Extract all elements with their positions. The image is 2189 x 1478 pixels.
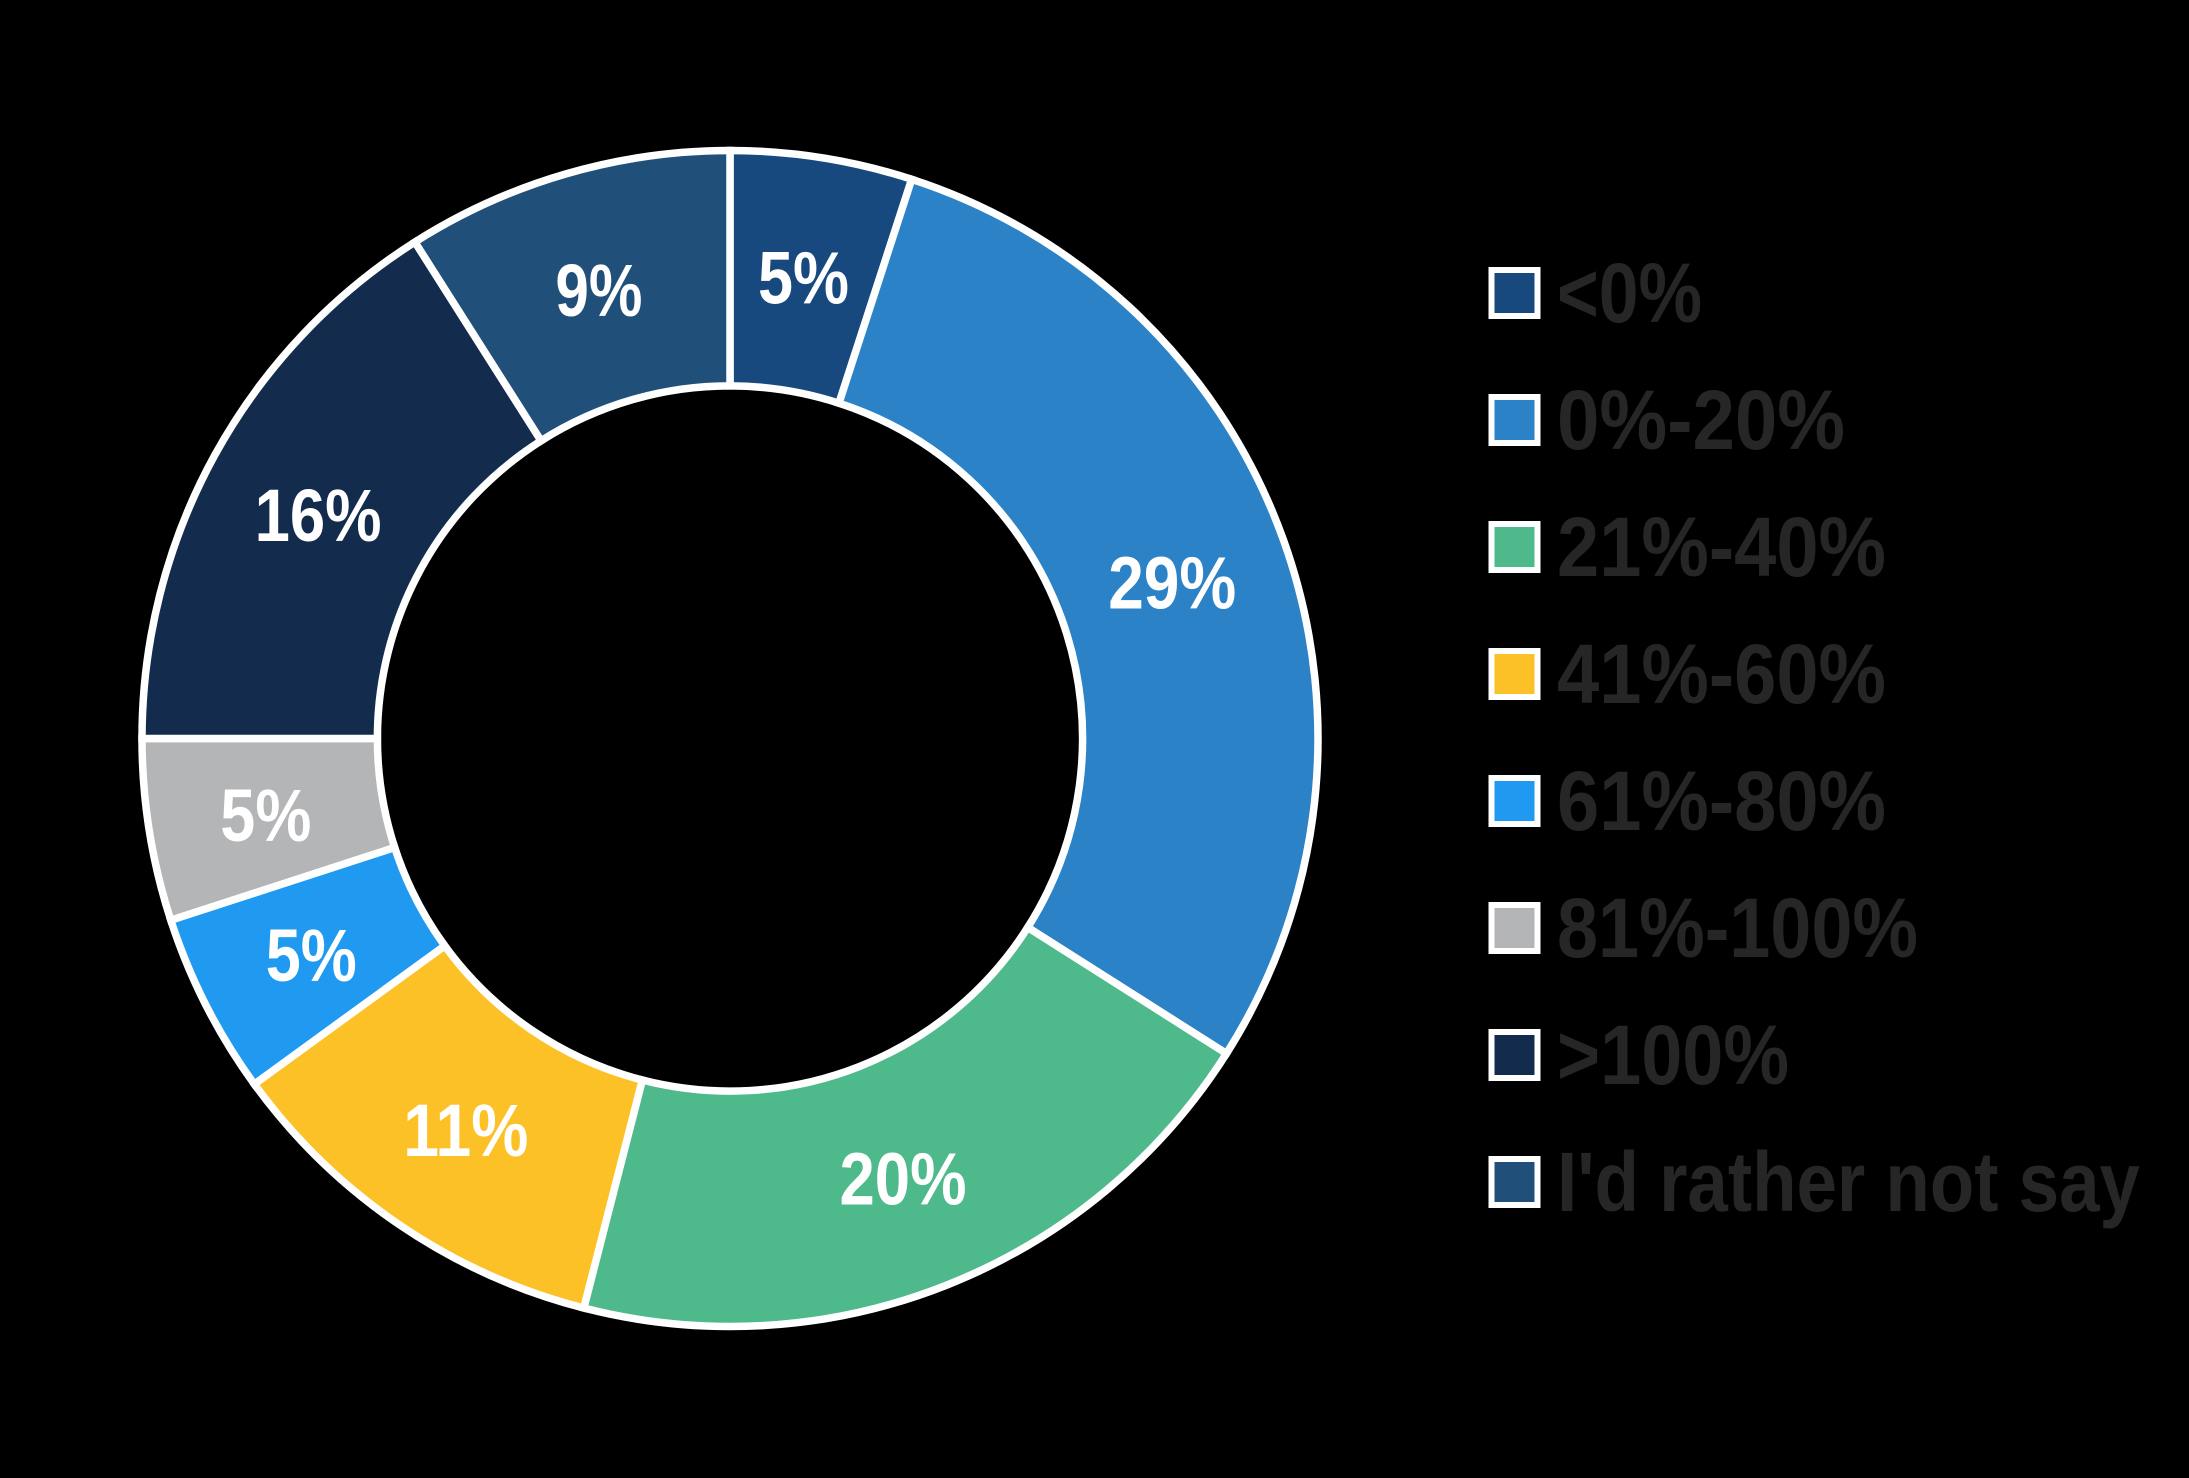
svg-text:20%: 20% <box>840 1138 967 1221</box>
svg-text:0%-20%: 0%-20% <box>1557 373 1845 467</box>
svg-text:61%-80%: 61%-80% <box>1557 754 1886 848</box>
svg-text:5%: 5% <box>220 774 311 857</box>
svg-text:5%: 5% <box>758 236 849 319</box>
svg-text:81%-100%: 81%-100% <box>1557 881 1918 975</box>
svg-text:<0%: <0% <box>1557 246 1702 340</box>
svg-text:9%: 9% <box>555 249 642 332</box>
svg-text:16%: 16% <box>255 474 382 557</box>
svg-text:I'd rather not say: I'd rather not say <box>1557 1135 2140 1229</box>
svg-text:5%: 5% <box>266 914 357 997</box>
svg-text:11%: 11% <box>403 1089 528 1172</box>
svg-text:41%-60%: 41%-60% <box>1557 627 1886 721</box>
svg-text:21%-40%: 21%-40% <box>1557 500 1886 594</box>
svg-text:29%: 29% <box>1108 541 1236 624</box>
svg-text:>100%: >100% <box>1557 1008 1789 1102</box>
